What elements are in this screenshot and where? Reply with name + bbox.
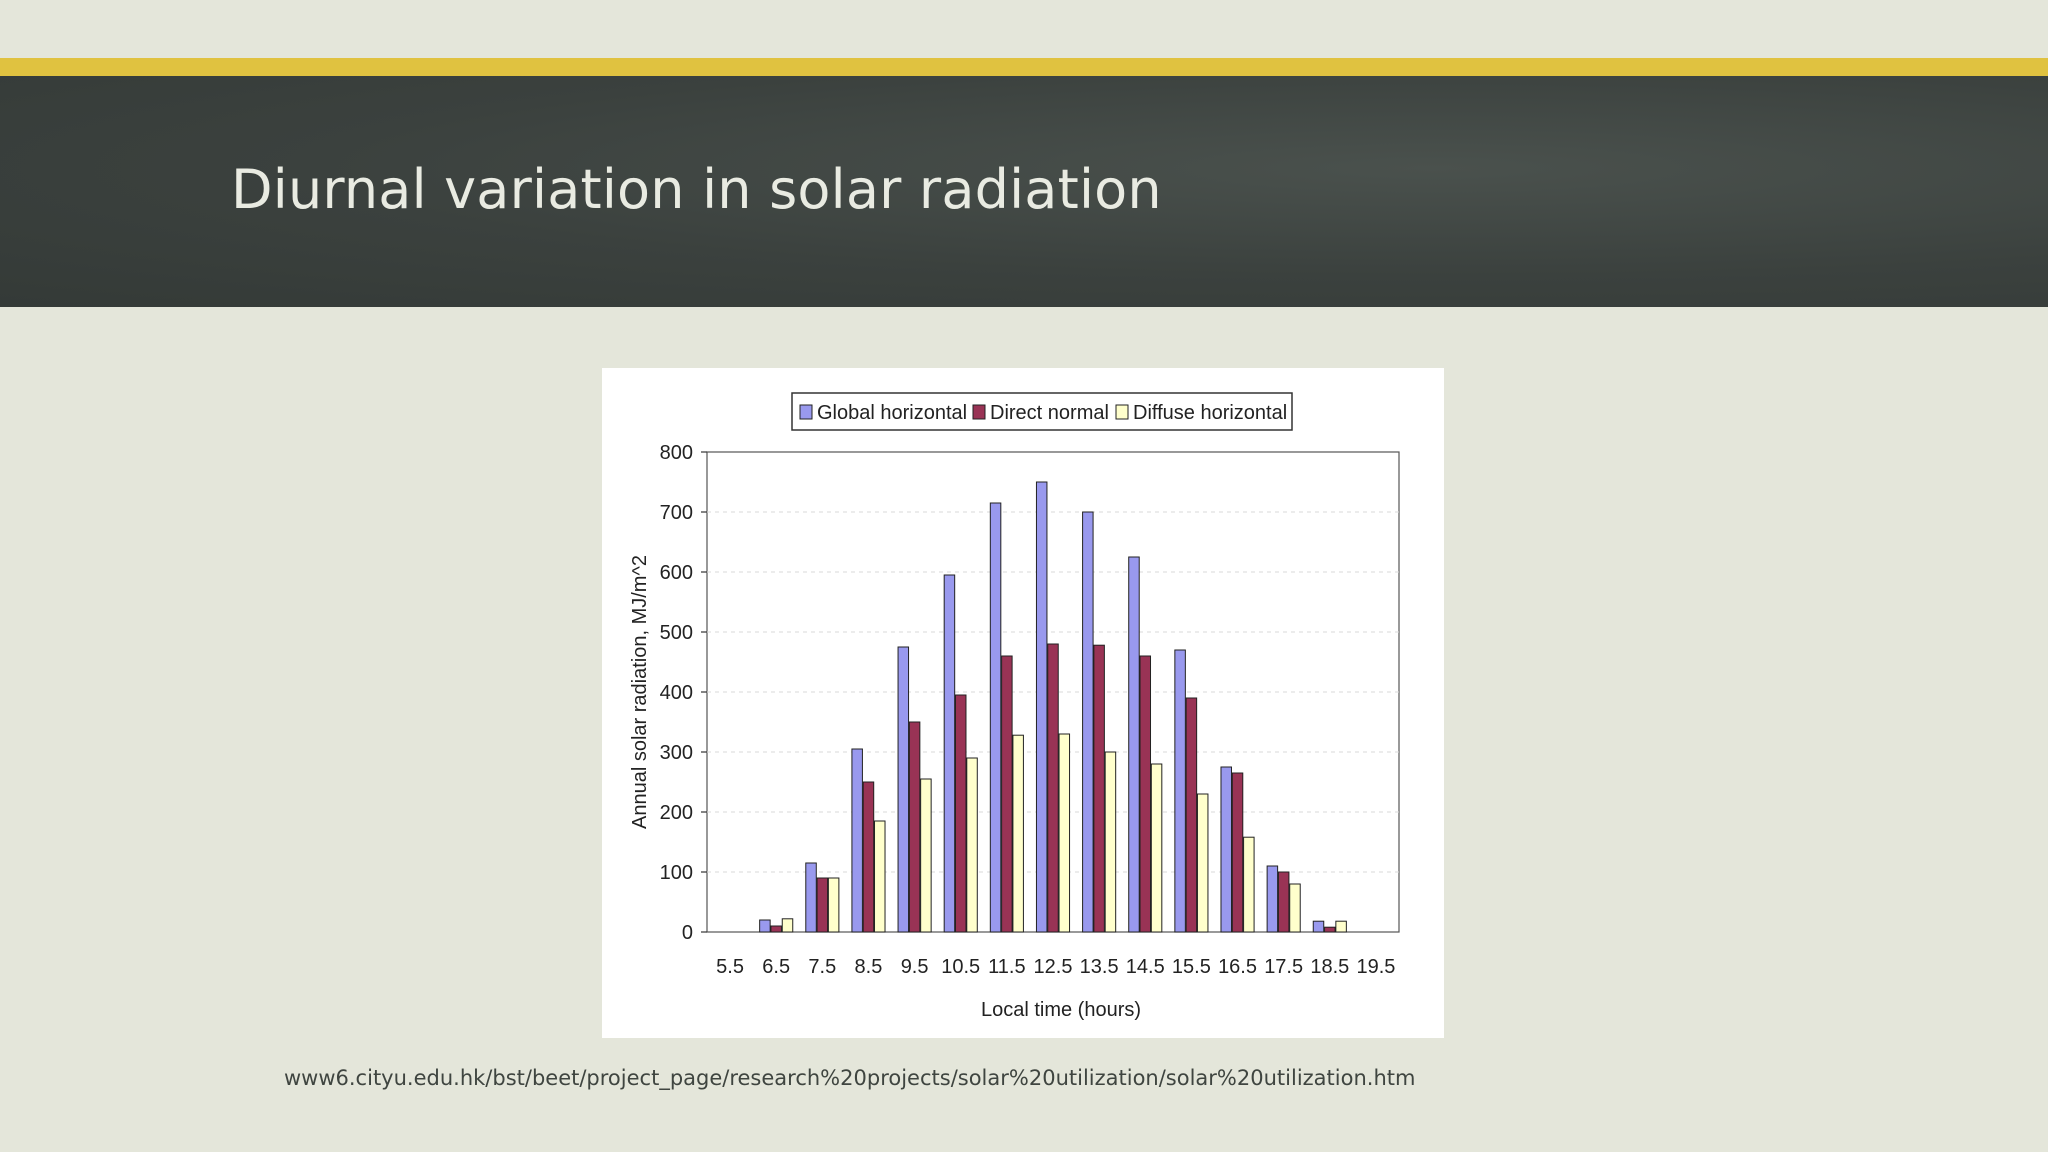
x-tick-label: 15.5 [1172, 956, 1211, 978]
bar-diffuse-horizontal [874, 820, 886, 933]
bar-global-horizontal [851, 748, 863, 933]
bar-global-horizontal [759, 919, 771, 933]
x-tick-label: 11.5 [988, 956, 1025, 978]
x-tick-label: 13.5 [1080, 956, 1119, 978]
source-url: www6.cityu.edu.hk/bst/beet/project_page/… [284, 1066, 1416, 1090]
x-axis-title: Local time (hours) [981, 999, 1141, 1021]
bar-chart: 0 100 200 300 400 500 600 700 800 5.5 6.5 7.5 8.5 9.5… [629, 392, 1400, 1021]
legend-label: Global horizontal [817, 402, 967, 424]
legend-swatch [1115, 404, 1129, 420]
bar-direct-normal [954, 694, 967, 933]
bar-diffuse-horizontal [1150, 763, 1163, 933]
legend-box [791, 392, 1293, 431]
bar-direct-normal [770, 925, 782, 933]
x-tick-label: 19.5 [1356, 956, 1395, 978]
bar-direct-normal [1047, 643, 1059, 933]
bar-diffuse-horizontal [1058, 733, 1071, 933]
bar-diffuse-horizontal [1104, 751, 1117, 933]
bar-direct-normal [1093, 644, 1105, 933]
x-tick-label: 18.5 [1310, 956, 1349, 978]
y-tick-label: 400 [660, 682, 693, 704]
bar-direct-normal [862, 781, 875, 933]
bar-direct-normal [1324, 926, 1336, 933]
bar-global-horizontal [943, 574, 956, 933]
x-tick-label: 17.5 [1264, 956, 1303, 978]
bar-direct-normal [1277, 871, 1290, 933]
bar-global-horizontal [1128, 556, 1140, 933]
bar-global-horizontal [1266, 865, 1279, 933]
bar-diffuse-horizontal [1012, 734, 1024, 933]
bar-global-horizontal [1082, 511, 1094, 933]
x-tick-label: 5.5 [716, 956, 744, 978]
bar-direct-normal [908, 721, 921, 933]
bar-diffuse-horizontal [966, 757, 978, 933]
x-tick-label: 6.5 [762, 956, 790, 978]
legend-label: Diffuse horizontal [1133, 402, 1287, 424]
bar-diffuse-horizontal [1196, 793, 1209, 933]
y-tick-label: 0 [682, 922, 693, 944]
y-tick-label: 600 [660, 562, 693, 584]
y-tick-label: 200 [660, 802, 693, 824]
slide-title: Diurnal variation in solar radiation [231, 158, 1162, 221]
bar-direct-normal [1185, 697, 1198, 933]
bar-global-horizontal [1220, 766, 1232, 933]
y-axis-title: Annual solar radiation, MJ/m^2 [629, 555, 651, 829]
bar-diffuse-horizontal [827, 877, 840, 933]
x-tick-label: 12.5 [1034, 956, 1073, 978]
bar-direct-normal [1231, 772, 1244, 933]
x-tick-label: 14.5 [1126, 956, 1165, 978]
y-tick-label: 800 [660, 442, 693, 464]
y-tick-label: 500 [660, 622, 693, 644]
y-tick-label: 700 [660, 502, 693, 524]
accent-stripe [0, 58, 2048, 76]
bar-global-horizontal [1312, 920, 1325, 933]
bar-diffuse-horizontal [781, 918, 794, 933]
chart-card: 0 100 200 300 400 500 600 700 800 5.5 6.5 7.5 8.5 9.5… [602, 368, 1444, 1038]
bar-direct-normal [1001, 655, 1013, 933]
bar-diffuse-horizontal [920, 778, 932, 933]
y-tick-label: 100 [660, 862, 693, 884]
legend-label: Direct normal [990, 402, 1109, 424]
legend-swatch [972, 404, 986, 420]
bar-global-horizontal [1174, 649, 1186, 933]
bar-global-horizontal [805, 862, 817, 933]
x-tick-label: 8.5 [855, 956, 883, 978]
x-tick-label: 9.5 [901, 956, 929, 978]
bar-global-horizontal [989, 502, 1002, 933]
x-tick-label: 7.5 [808, 956, 836, 978]
bar-direct-normal [1139, 655, 1152, 933]
title-band [0, 76, 2048, 307]
bar-global-horizontal [897, 646, 910, 933]
x-tick-label: 16.5 [1218, 956, 1257, 978]
y-tick-label: 300 [660, 742, 693, 764]
x-tick-label: 10.5 [941, 956, 980, 978]
bar-direct-normal [816, 877, 829, 933]
bar-diffuse-horizontal [1243, 836, 1255, 933]
bar-diffuse-horizontal [1335, 920, 1347, 933]
bar-global-horizontal [1035, 481, 1048, 933]
legend-swatch [799, 404, 813, 420]
bar-diffuse-horizontal [1289, 883, 1301, 933]
